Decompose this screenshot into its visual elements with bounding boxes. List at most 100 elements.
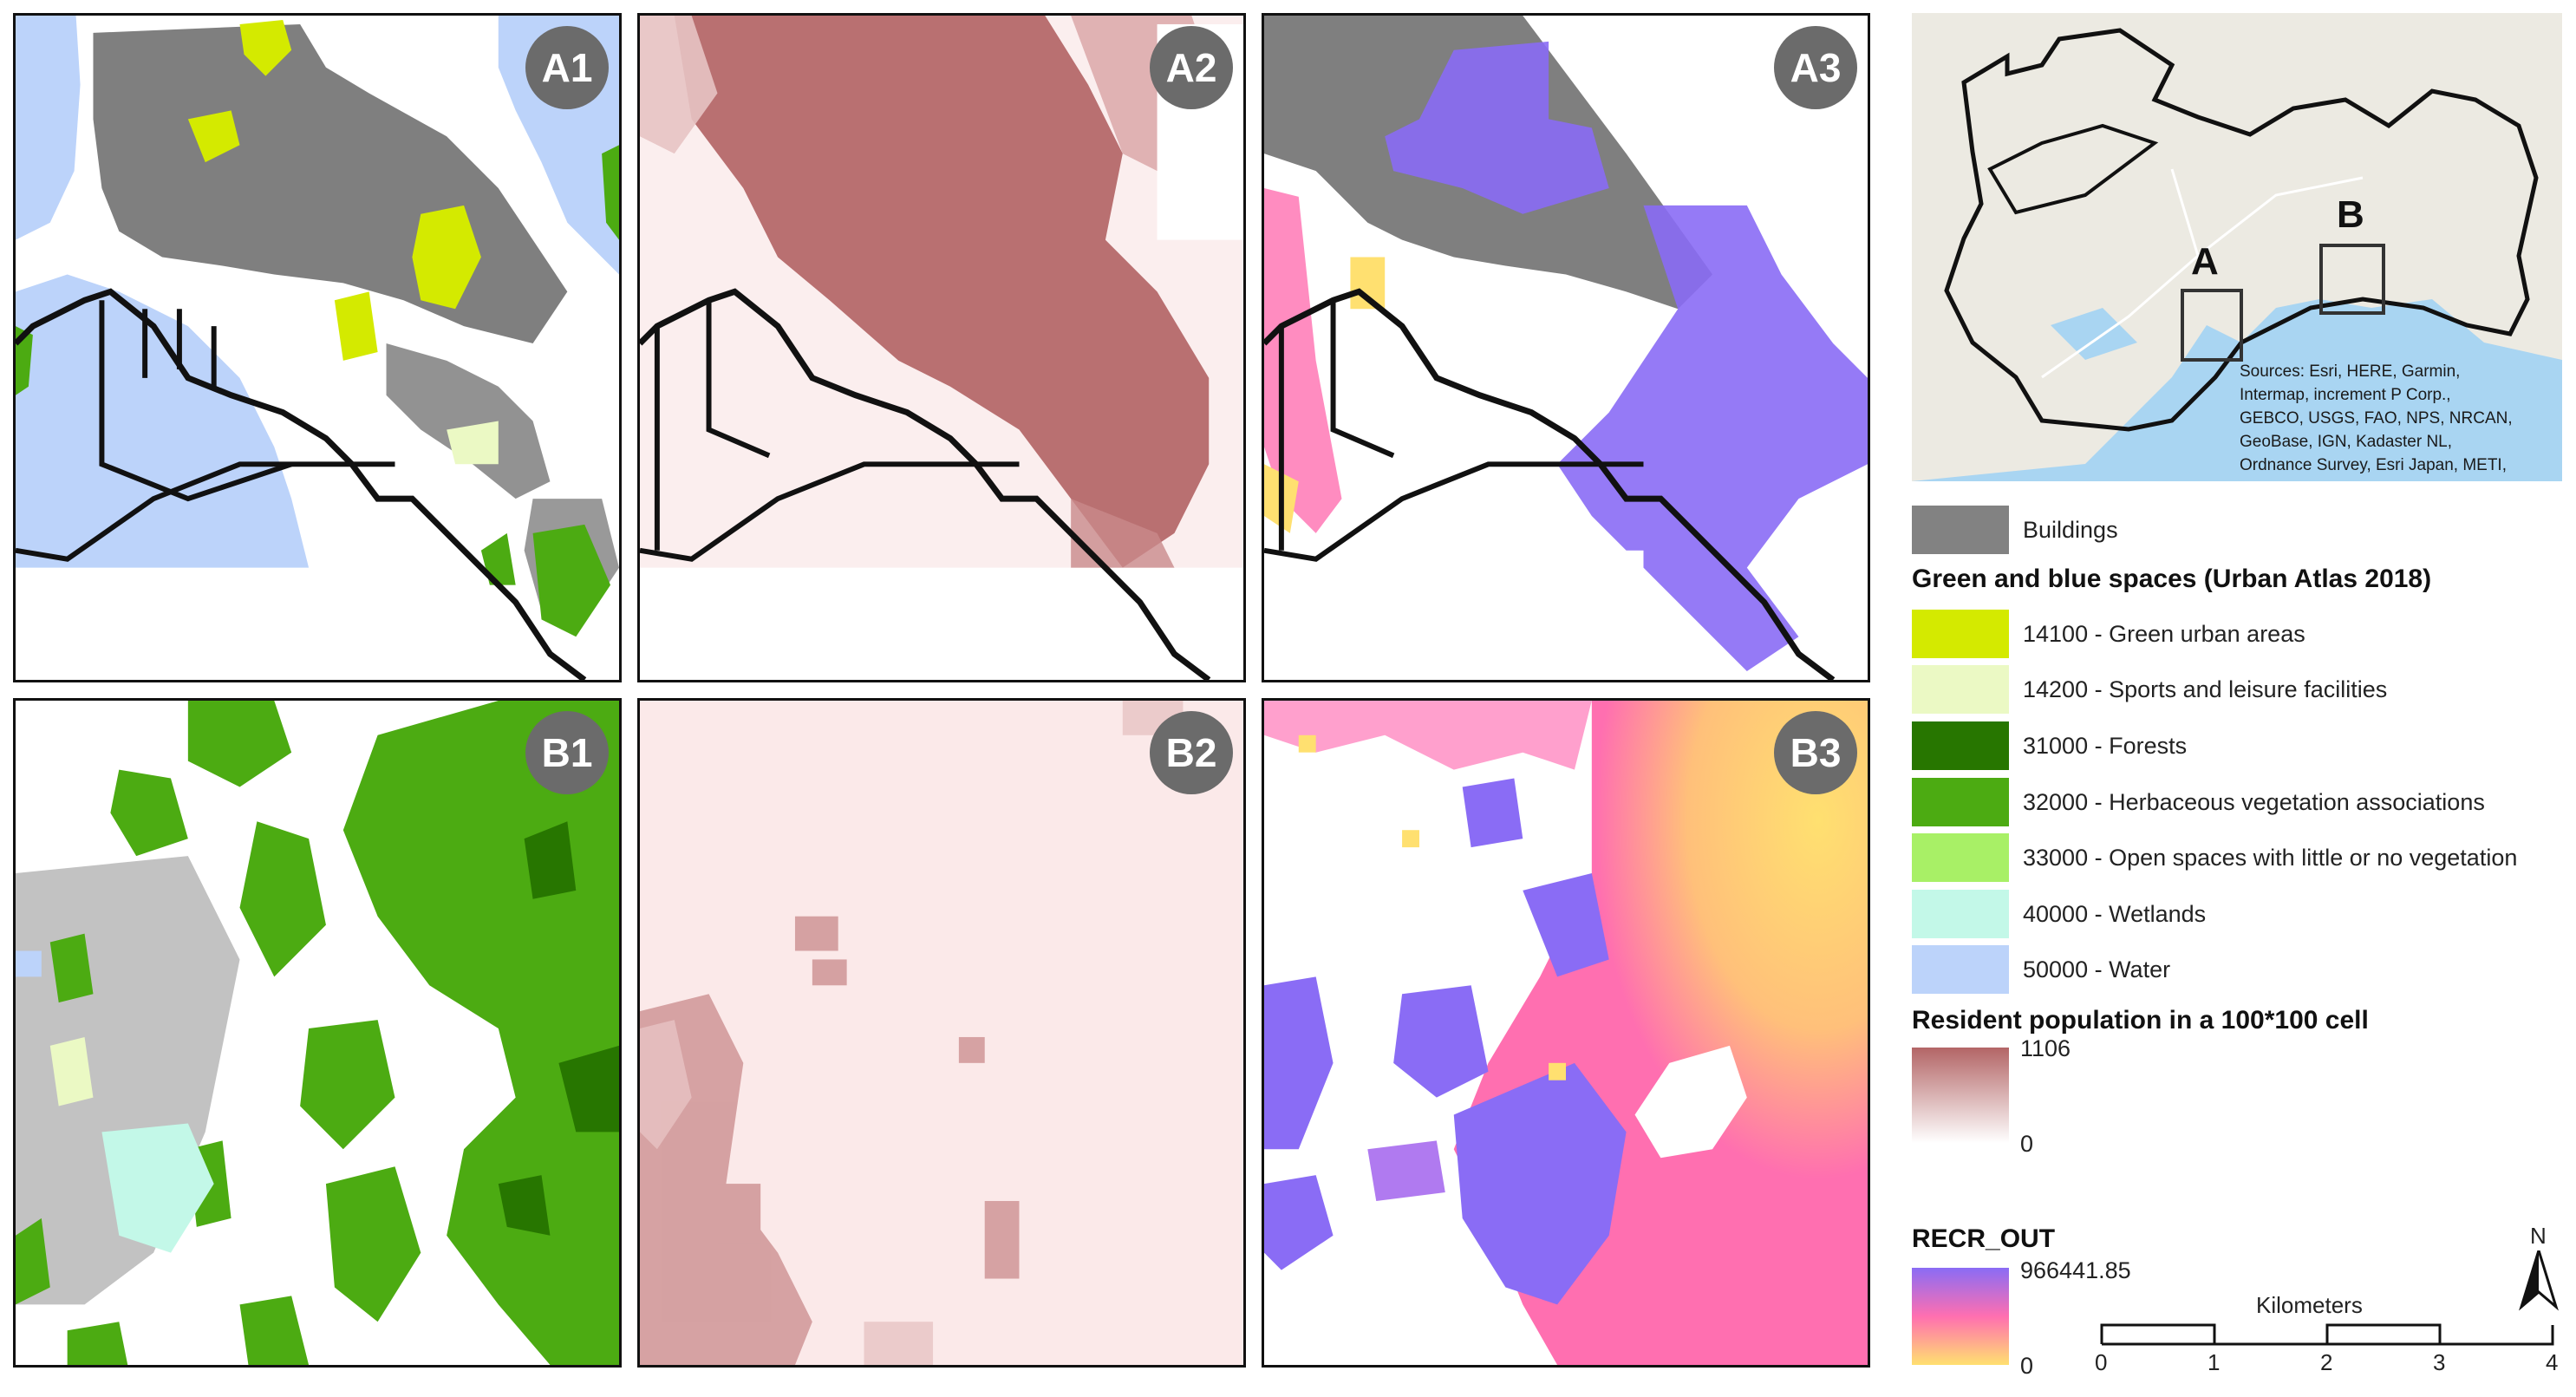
- no-population-area: [640, 567, 1243, 680]
- pier-line: [654, 300, 771, 551]
- map-a2-canvas: [640, 16, 1243, 680]
- attribution-line: Ordnance Survey, Esri Japan, METI,: [2240, 456, 2507, 474]
- extent-label-a: A: [2191, 240, 2219, 283]
- legend-swatch: [1912, 833, 2009, 882]
- population-ramp-min: 0: [2020, 1131, 2034, 1157]
- boundary-line: [640, 288, 1211, 680]
- legend-label: 14200 - Sports and leisure facilities: [2023, 676, 2388, 702]
- legend-label: 32000 - Herbaceous vegetation associatio…: [2023, 788, 2485, 815]
- recr-color-ramp: [1912, 1268, 2009, 1365]
- legend-item: 32000 - Herbaceous vegetation associatio…: [1912, 778, 2485, 826]
- sports-leisure-area: [49, 1036, 94, 1107]
- legend-label: 50000 - Water: [2023, 956, 2171, 982]
- legend-swatch: [1912, 945, 2009, 994]
- boundary-line: [1264, 288, 1836, 680]
- map-panel-b3: B3: [1262, 698, 1870, 1368]
- panel-label-a3: A3: [1774, 26, 1857, 109]
- legend-label: 14100 - Green urban areas: [2023, 620, 2305, 647]
- legend-swatch: [1912, 610, 2009, 658]
- panel-label-b1: B1: [525, 711, 609, 794]
- no-value-area: [1634, 1045, 1747, 1159]
- overview-canvas: [1912, 28, 2562, 481]
- scale-tick-label: 3: [2433, 1349, 2446, 1375]
- legend-swatch: [1912, 890, 2009, 938]
- panel-label-b3: B3: [1774, 711, 1857, 794]
- water-area: [16, 950, 42, 977]
- recreation-value-area: [1264, 701, 1592, 770]
- recreation-value-area: [1393, 985, 1489, 1098]
- legend-buildings: Buildings: [1912, 506, 2118, 554]
- population-ramp-max: 1106: [2020, 1035, 2071, 1061]
- recreation-value-area: [1350, 257, 1386, 310]
- panel-label-b2: B2: [1150, 711, 1233, 794]
- recr-ramp-max: 966441.85: [2020, 1257, 2131, 1283]
- population-density-area: [640, 16, 718, 154]
- pier-line: [99, 300, 293, 502]
- legend-label: 40000 - Wetlands: [2023, 900, 2207, 927]
- legend-swatch: [1912, 778, 2009, 826]
- extent-box-a: [2181, 289, 2243, 362]
- water-area: [16, 274, 310, 568]
- recreation-value-area: [1523, 872, 1609, 977]
- population-color-ramp: [1912, 1048, 2009, 1143]
- recreation-value-area: [1298, 734, 1316, 753]
- attribution-text: Sources: Esri, HERE, Garmin, Intermap, i…: [2240, 360, 2513, 477]
- scale-tick-label: 2: [2320, 1349, 2333, 1375]
- map-b2-canvas: [640, 701, 1243, 1365]
- panel-label-a2: A2: [1150, 26, 1233, 109]
- pier-line: [1278, 300, 1395, 551]
- map-a1-canvas: [16, 16, 619, 680]
- no-value-area: [1264, 1235, 1471, 1365]
- scale-bar: [2100, 1323, 2554, 1346]
- attribution-line: Sources: Esri, HERE, Garmin,: [2240, 362, 2461, 381]
- pier-line: [640, 461, 1020, 562]
- scale-tick-label: 4: [2546, 1349, 2559, 1375]
- map-panel-a1: A1: [13, 13, 622, 682]
- boundary-line: [16, 288, 587, 680]
- map-panel-a3: A3: [1262, 13, 1870, 682]
- recreation-value-area: [1462, 778, 1523, 848]
- pier-line: [16, 461, 395, 562]
- scale-tick-label: 1: [2208, 1349, 2221, 1375]
- green-spaces-layer: [16, 19, 619, 637]
- legend-item: 33000 - Open spaces with little or no ve…: [1912, 833, 2517, 882]
- attribution-line: GeoBase, IGN, Kadaster NL,: [2240, 433, 2453, 451]
- attribution-line: GEBCO, USGS, FAO, NPS, NRCAN,: [2240, 409, 2513, 428]
- map-a3-canvas: [1264, 16, 1868, 680]
- legend-swatch: [1912, 721, 2009, 770]
- pier-line: [142, 309, 217, 387]
- panel-label-a1: A1: [525, 26, 609, 109]
- legend-item: 31000 - Forests: [1912, 721, 2187, 770]
- overview-map: A B Sources: Esri, HERE, Garmin, Interma…: [1912, 13, 2562, 481]
- legend-title-population: Resident population in a 100*100 cell: [1912, 1006, 2369, 1035]
- study-area-boundary: [1944, 28, 2539, 432]
- recreation-value-area: [1402, 830, 1419, 848]
- no-value-area: [1264, 550, 1644, 680]
- legend-title-recr: RECR_OUT: [1912, 1224, 2056, 1253]
- north-arrow-label: N: [2530, 1223, 2547, 1249]
- recreation-value-area: [1385, 41, 1609, 214]
- legend-label: 33000 - Open spaces with little or no ve…: [2023, 844, 2518, 871]
- inner-boundary: [1987, 123, 2159, 215]
- sea-area: [1912, 299, 2562, 481]
- recreation-value-area: [1264, 1175, 1334, 1270]
- legend-item: 14200 - Sports and leisure facilities: [1912, 665, 2387, 714]
- legend-title-green-blue: Green and blue spaces (Urban Atlas 2018): [1912, 565, 2432, 593]
- extent-label-b: B: [2337, 193, 2364, 236]
- recr-ramp-min: 0: [2020, 1353, 2034, 1379]
- legend-swatch: [1912, 665, 2009, 714]
- legend-swatch-buildings: [1912, 506, 2009, 554]
- road-line: [2041, 168, 2364, 379]
- map-b1-canvas: [16, 701, 619, 1365]
- map-b3-canvas: [1264, 701, 1868, 1365]
- wetland-area: [101, 1123, 214, 1253]
- north-arrow-icon: [2519, 1250, 2559, 1311]
- legend-item: 14100 - Green urban areas: [1912, 610, 2305, 658]
- attribution-line: Intermap, increment P Corp.,: [2240, 386, 2451, 404]
- extent-box-b: [2319, 244, 2385, 315]
- pier-line: [1264, 461, 1644, 562]
- recreation-value-area: [1367, 1140, 1445, 1201]
- scale-bar-title: Kilometers: [2256, 1292, 2363, 1318]
- map-panel-a2: A2: [637, 13, 1246, 682]
- lagoon-area: [2051, 308, 2137, 360]
